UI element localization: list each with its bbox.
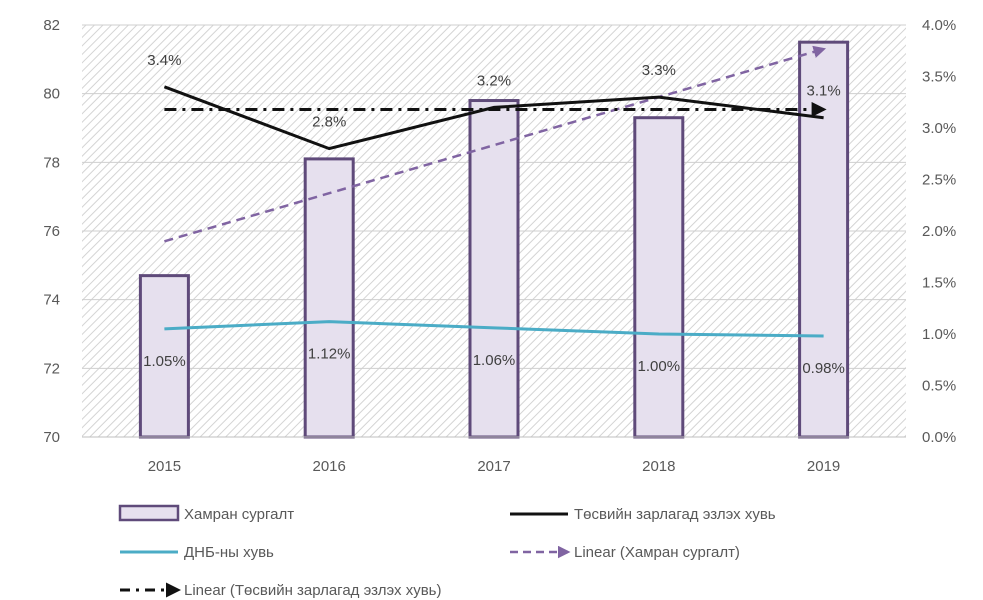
- bar-2018: [633, 116, 685, 439]
- x-tick-label-2016: 2016: [313, 458, 346, 475]
- x-tick-label-2019: 2019: [807, 458, 840, 475]
- x-tick-label-2018: 2018: [642, 458, 675, 475]
- axes: 70 72 74 76 78 80 82 0.0% 0.5% 1.0% 1.5% 2.0% 2.5% 3.…: [43, 17, 956, 475]
- bar-2015: [138, 274, 190, 439]
- y-tick-label-76: 76: [43, 223, 60, 240]
- y2-tick-label-4: 2.0%: [922, 223, 956, 240]
- x-tick-label-2015: 2015: [148, 458, 181, 475]
- y2-tick-label-7: 3.5%: [922, 69, 956, 86]
- legend: Хамран сургалт Төсвийн зарлагад эзлэх хув…: [118, 504, 776, 599]
- data-label-1-2016: 2.8%: [312, 114, 346, 131]
- y-tick-label-74: 74: [43, 292, 60, 309]
- y2-tick-label-3: 1.5%: [922, 275, 956, 292]
- y2-tick-label-6: 3.0%: [922, 120, 956, 137]
- y2-tick-label-2: 1.0%: [922, 326, 956, 343]
- data-label-2-2017: 1.06%: [473, 352, 516, 369]
- data-label-1-2015: 3.4%: [147, 52, 181, 69]
- y-tick-label-78: 78: [43, 154, 60, 171]
- legend-label-4: Linear (Төсвийн зарлагад эзлэх хувь): [184, 582, 441, 599]
- legend-label-3: Linear (Хамран сургалт): [574, 544, 740, 561]
- legend-label-0: Хамран сургалт: [184, 506, 294, 523]
- x-tick-label-2017: 2017: [477, 458, 510, 475]
- y-tick-label-80: 80: [43, 86, 60, 103]
- data-label-2-2019: 0.98%: [802, 360, 845, 377]
- y2-tick-label-1: 0.5%: [922, 378, 956, 395]
- y2-tick-label-0: 0.0%: [922, 429, 956, 446]
- data-label-1-2019: 3.1%: [806, 83, 840, 100]
- data-label-2-2015: 1.05%: [143, 353, 186, 370]
- y-tick-label-82: 82: [43, 17, 60, 34]
- y2-tick-label-5: 2.5%: [922, 172, 956, 189]
- legend-label-1: Төсвийн зарлагад эзлэх хувь: [574, 506, 776, 523]
- data-label-1-2018: 3.3%: [642, 62, 676, 79]
- bar-2017: [468, 99, 520, 439]
- legend-swatch-0: [118, 504, 180, 522]
- data-label-2-2018: 1.00%: [638, 358, 681, 375]
- data-labels: 3.4% 2.8% 3.2% 3.3% 3.1% 1.05% 1.12% 1.06% 1.00%…: [143, 52, 845, 377]
- data-label-1-2017: 3.2%: [477, 72, 511, 89]
- bar-2016: [303, 157, 355, 439]
- trend-line-3: [164, 45, 826, 243]
- data-label-2-2016: 1.12%: [308, 346, 351, 363]
- lines: [163, 45, 827, 338]
- legend-label-2: ДНБ-ны хувь: [184, 544, 274, 561]
- y-tick-label-72: 72: [43, 360, 60, 377]
- bar-2019: [798, 40, 850, 439]
- y2-tick-label-8: 4.0%: [922, 17, 956, 34]
- y-tick-label-70: 70: [43, 429, 60, 446]
